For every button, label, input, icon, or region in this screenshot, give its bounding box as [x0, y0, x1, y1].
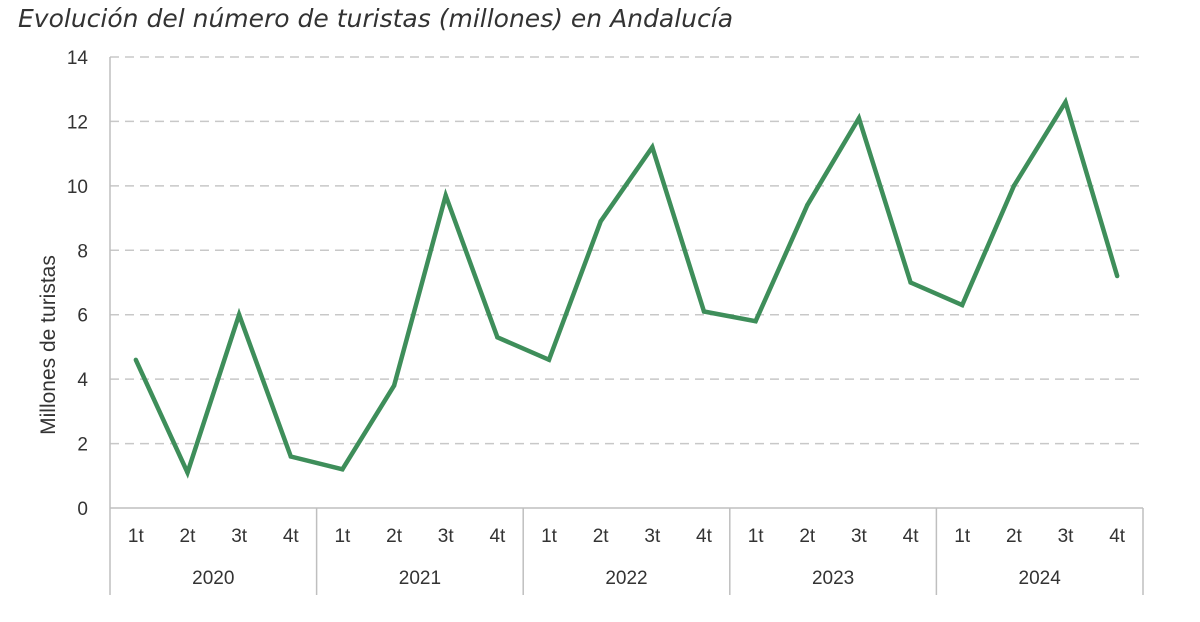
grid-lines — [110, 56, 1143, 445]
x-tick-label: 2t — [593, 526, 610, 547]
data-point — [753, 318, 758, 324]
x-tick-label: 2t — [386, 526, 403, 547]
x-tick-labels: 1t 2t 3t 4t 2020 1t 2t 3t 4t 2021 1t 2t 3t 4t 2022 1t 2t… — [128, 526, 1126, 589]
x-tick-label: 3t — [231, 526, 248, 547]
x-tick-label: 4t — [903, 526, 920, 547]
series-group — [133, 96, 1120, 479]
x-tick-label: 4t — [283, 526, 300, 547]
y-tick-label: 8 — [77, 241, 88, 262]
data-point — [133, 357, 139, 363]
x-tick-label: 4t — [1109, 526, 1126, 547]
data-point — [391, 383, 397, 388]
x-tick-label: 3t — [644, 526, 661, 547]
y-tick-label: 12 — [67, 112, 88, 133]
y-tick-label: 2 — [77, 435, 88, 456]
x-tick-label: 4t — [696, 526, 713, 547]
chart-title: Evolución del número de turistas (millon… — [18, 4, 734, 33]
x-tick-label: 3t — [851, 526, 868, 547]
y-tick-label: 0 — [77, 499, 88, 520]
data-point — [288, 454, 293, 459]
y-axis-label: Millones de turistas — [37, 255, 60, 435]
data-point — [495, 335, 500, 340]
x-tick-label: 2t — [1006, 526, 1023, 547]
data-point — [1063, 99, 1068, 105]
y-tick-label: 10 — [67, 177, 88, 198]
x-tick-label: 4t — [489, 526, 506, 547]
x-group-label: 2023 — [812, 568, 854, 589]
x-tick-label: 1t — [128, 526, 145, 547]
x-tick-label: 3t — [1058, 526, 1075, 547]
data-point — [340, 467, 345, 472]
data-point — [805, 202, 810, 208]
x-tick-label: 1t — [334, 526, 351, 547]
data-point — [185, 470, 190, 475]
data-point — [908, 280, 913, 285]
x-tick-label: 1t — [954, 526, 971, 547]
x-tick-label: 3t — [438, 526, 455, 547]
data-point — [236, 312, 242, 317]
y-tick-labels: 0 2 4 6 8 10 12 14 — [67, 48, 89, 520]
data-point — [598, 219, 603, 224]
data-point — [443, 193, 448, 198]
series-line — [133, 96, 1120, 479]
x-tick-label: 2t — [180, 526, 197, 547]
axes — [109, 57, 1144, 595]
data-point — [650, 145, 655, 150]
data-point — [701, 309, 707, 314]
x-group-label: 2024 — [1019, 568, 1062, 589]
data-point — [1114, 273, 1120, 279]
data-point — [856, 116, 862, 121]
y-tick-label: 4 — [77, 370, 88, 391]
x-group-label: 2020 — [192, 568, 234, 589]
data-point — [960, 302, 965, 308]
x-tick-label: 1t — [541, 526, 558, 547]
data-point — [546, 357, 552, 363]
y-tick-label: 14 — [67, 48, 89, 69]
x-group-label: 2021 — [399, 568, 441, 589]
x-tick-label: 1t — [748, 526, 765, 547]
data-point — [1011, 183, 1017, 189]
x-tick-label: 2t — [799, 526, 816, 547]
y-tick-label: 6 — [77, 306, 88, 327]
x-group-label: 2022 — [605, 568, 647, 589]
